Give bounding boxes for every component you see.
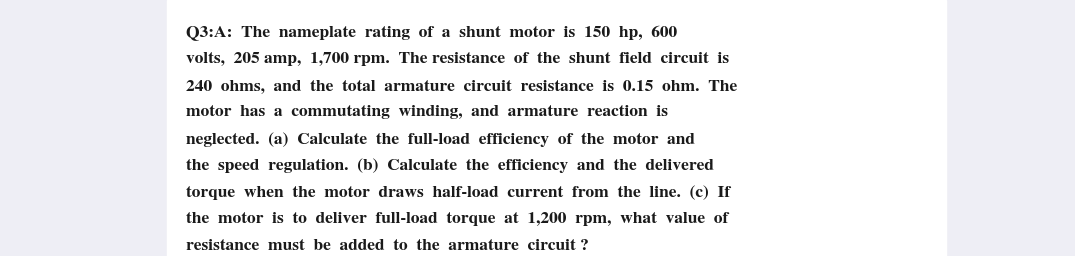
- Text: torque  when  the  motor  draws  half-load  current  from  the  line.  (c)  If: torque when the motor draws half-load cu…: [186, 185, 730, 200]
- Text: resistance  must  be  added  to  the  armature  circuit ?: resistance must be added to the armature…: [186, 239, 589, 253]
- Bar: [167, 0, 946, 256]
- Text: the  speed  regulation.  (b)  Calculate  the  efficiency  and  the  delivered: the speed regulation. (b) Calculate the …: [186, 159, 714, 174]
- Text: the  motor  is  to  deliver  full-load  torque  at  1,200  rpm,  what  value  of: the motor is to deliver full-load torque…: [186, 212, 728, 226]
- Text: 240  ohms,  and  the  total  armature  circuit  resistance  is  0.15  ohm.  The: 240 ohms, and the total armature circuit…: [186, 79, 737, 93]
- Text: volts,  205 amp,  1,700 rpm.  The resistance  of  the  shunt  field  circuit  is: volts, 205 amp, 1,700 rpm. The resistanc…: [186, 52, 729, 66]
- Text: Q3:A:  The  nameplate  rating  of  a  shunt  motor  is  150  hp,  600: Q3:A: The nameplate rating of a shunt mo…: [186, 26, 677, 41]
- Text: motor  has  a  commutating  winding,  and  armature  reaction  is: motor has a commutating winding, and arm…: [186, 105, 668, 120]
- Text: neglected.  (a)  Calculate  the  full-load  efficiency  of  the  motor  and: neglected. (a) Calculate the full-load e…: [186, 132, 694, 147]
